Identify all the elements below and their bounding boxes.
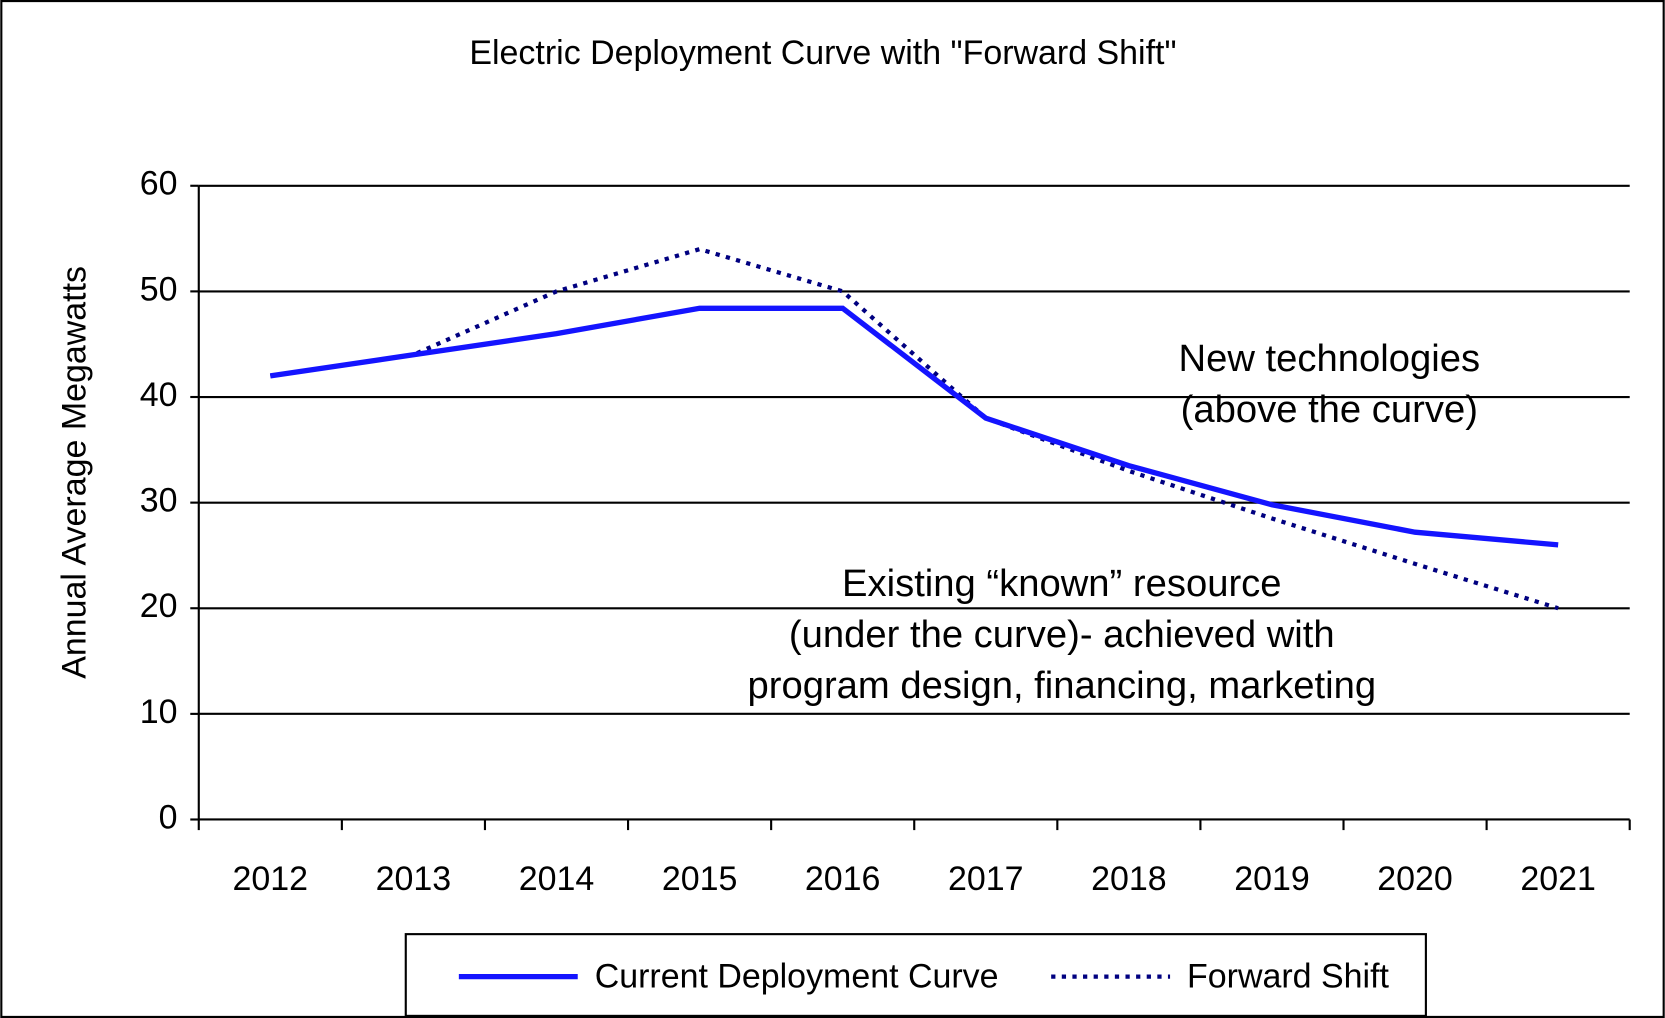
x-tick-label: 2014: [519, 860, 595, 898]
annotation: Existing “known” resource: [842, 562, 1282, 605]
y-tick-label: 30: [140, 482, 178, 520]
y-tick-label: 20: [140, 587, 178, 625]
y-tick-label: 60: [140, 165, 178, 203]
series-line: [270, 246, 1559, 611]
x-tick-label: 2012: [233, 860, 309, 898]
x-tick-label: 2019: [1234, 860, 1310, 898]
x-tick-label: 2016: [805, 860, 881, 898]
legend-label: Current Deployment Curve: [595, 958, 999, 996]
x-tick-label: 2018: [1091, 860, 1167, 898]
x-tick-label: 2017: [948, 860, 1024, 898]
y-tick-label: 40: [140, 376, 178, 414]
legend-label: Forward Shift: [1187, 958, 1389, 996]
annotation: (under the curve)- achieved with: [789, 613, 1335, 656]
y-tick-label: 0: [159, 798, 178, 836]
x-tick-label: 2021: [1520, 860, 1596, 898]
x-tick-label: 2015: [662, 860, 738, 898]
y-axis-label: Annual Average Megawatts: [56, 266, 94, 679]
annotation: program design, financing, marketing: [748, 664, 1377, 707]
chart-title: Electric Deployment Curve with "Forward …: [469, 34, 1176, 72]
y-tick-label: 10: [140, 693, 178, 731]
x-tick-label: 2013: [376, 860, 452, 898]
y-tick-label: 50: [140, 270, 178, 308]
annotation: (above the curve): [1181, 388, 1478, 431]
x-tick-label: 2020: [1377, 860, 1453, 898]
annotation: New technologies: [1179, 337, 1481, 380]
series-line: [269, 305, 1559, 548]
